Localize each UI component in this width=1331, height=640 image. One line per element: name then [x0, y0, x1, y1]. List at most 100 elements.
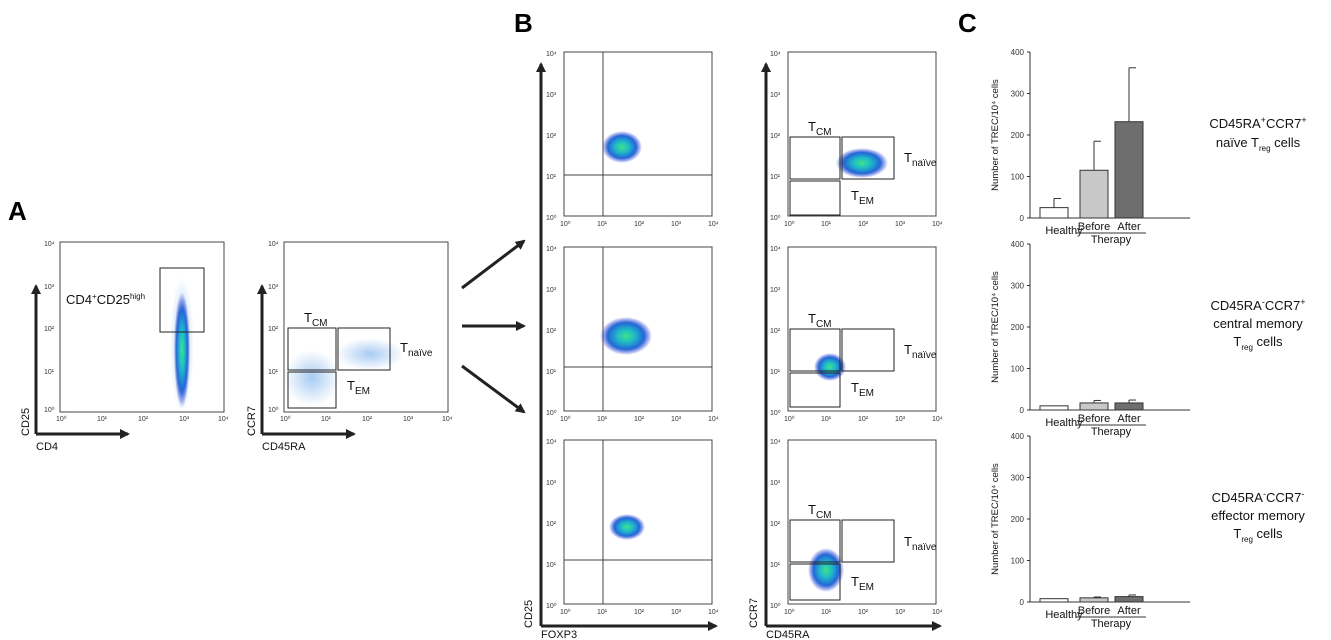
tick-label: 10³: [770, 92, 781, 99]
tick-label: 10⁴: [44, 241, 55, 248]
panel-a: CD4+CD25high 10⁴ 10³ 10² 10¹ 10⁰ 10⁰ 10¹…: [20, 241, 524, 453]
category-label-after: After: [1117, 605, 1141, 617]
tick-label: 10⁰: [770, 214, 781, 222]
group-label-therapy: Therapy: [1091, 426, 1132, 438]
population-scatter: [284, 350, 340, 406]
y-axis-label: Number of TREC/10⁴ cells: [990, 463, 1001, 575]
y-tick-label: 0: [1020, 406, 1025, 415]
tick-label: 10¹: [597, 416, 608, 423]
tick-label: 10¹: [770, 369, 781, 376]
y-tick-label: 300: [1011, 474, 1025, 483]
tick-label: 10³: [403, 416, 414, 423]
y-tick-label: 200: [1011, 131, 1025, 140]
tick-label: 10⁴: [442, 416, 453, 423]
y-tick-label: 100: [1011, 557, 1025, 566]
y-axis-label: CD25: [20, 408, 32, 436]
population-cluster: [808, 548, 844, 592]
x-ticks: 10⁰ 10¹ 10² 10³ 10⁴: [280, 415, 453, 423]
tick-label: 10¹: [97, 416, 108, 423]
y-tick-label: 0: [1020, 214, 1025, 223]
tick-label: 10²: [268, 326, 279, 333]
category-label-before: Before: [1078, 605, 1110, 617]
panel-letter-c: C: [958, 8, 977, 38]
tick-label: 10⁰: [784, 220, 795, 228]
tick-label: 10²: [138, 416, 149, 423]
tick-label: 10³: [895, 416, 906, 423]
group-label-therapy: Therapy: [1091, 618, 1132, 630]
tick-label: 10⁴: [932, 416, 943, 423]
row-label-effector-memory: Treg cells: [1233, 526, 1283, 544]
tick-label: 10⁰: [784, 608, 795, 616]
trec-bar-chart: 0 100 200 300 400 Number of TREC/10⁴ cells Hea…: [990, 432, 1190, 630]
tick-label: 10¹: [821, 221, 832, 228]
group-label-therapy: Therapy: [1091, 234, 1132, 246]
flow-plot-cd45ra-ccr7-naive: TCM Tnaïve TEM: [788, 52, 937, 216]
tick-label: 10¹: [821, 609, 832, 616]
tick-label: 10⁴: [546, 439, 557, 446]
y-ticks: 10⁴ 10³ 10² 10¹ 10⁰: [268, 241, 279, 414]
x-axis-label: CD45RA: [766, 629, 810, 640]
tick-label: 10⁰: [770, 409, 781, 417]
flow-plot-cd45ra-ccr7-central: TCM Tnaïve TEM: [788, 247, 937, 411]
tick-label: 10³: [895, 609, 906, 616]
x-axis-label: CD4: [36, 441, 58, 453]
tick-label: 10⁰: [546, 602, 557, 610]
flow-plot-foxp3-cd25-effector: [564, 440, 712, 604]
tick-label: 10³: [546, 480, 557, 487]
tick-label: 10¹: [546, 369, 557, 376]
flow-plot-cd45ra-ccr7-effector: TCM Tnaïve TEM: [788, 440, 937, 604]
tick-label: 10⁴: [932, 221, 943, 228]
row-label-central-memory: central memory: [1213, 316, 1303, 331]
tick-label: 10⁰: [44, 406, 55, 414]
tick-label: 10⁴: [708, 416, 719, 423]
bar-before: [1080, 598, 1108, 602]
tick-label: 10⁰: [560, 608, 571, 616]
flow-plot-cd4-cd25: CD4+CD25high 10⁴ 10³ 10² 10¹ 10⁰ 10⁰ 10¹…: [20, 241, 229, 453]
tick-label: 10³: [268, 284, 279, 291]
tick-label: 10²: [770, 133, 781, 140]
tick-label: 10¹: [546, 562, 557, 569]
bar-before: [1080, 170, 1108, 218]
tick-label: 10³: [179, 416, 190, 423]
panel-b: 10⁴ 10⁰ 10³ 10¹ 10² 10² 10¹ 10³ 10⁰ 10⁴ 10⁴ 10⁰ 10³ 1…: [523, 51, 943, 640]
category-label-before: Before: [1078, 413, 1110, 425]
tick-label: 10⁴: [708, 221, 719, 228]
flow-plot-foxp3-cd25-naive: [564, 52, 712, 216]
tick-label: 10³: [895, 221, 906, 228]
panel-c: 0 100 200 300 400 Number of TREC/10⁴ cells Hea…: [990, 48, 1190, 630]
tick-label: 10⁴: [770, 439, 781, 446]
plot-frame: [564, 52, 712, 216]
tick-label: 10³: [671, 609, 682, 616]
tick-label: 10²: [858, 609, 869, 616]
tick-label: 10²: [770, 328, 781, 335]
population-cluster: [174, 292, 190, 408]
tick-label: 10²: [44, 326, 55, 333]
tick-label: 10¹: [268, 369, 279, 376]
tick-label: 10³: [671, 416, 682, 423]
tick-label: 10⁰: [560, 220, 571, 228]
flow-plot-foxp3-cd25-central: [564, 247, 712, 411]
tick-label: 10²: [634, 609, 645, 616]
tick-label: 10⁰: [560, 415, 571, 423]
x-axis-label: FOXP3: [541, 629, 577, 640]
bar-after: [1115, 403, 1143, 410]
tick-label: 10¹: [770, 562, 781, 569]
x-ticks: 10⁰ 10¹ 10² 10³ 10⁴: [56, 415, 229, 423]
y-tick-label: 100: [1011, 365, 1025, 374]
y-axis-label: Number of TREC/10⁴ cells: [990, 79, 1001, 191]
category-label-after: After: [1117, 413, 1141, 425]
tick-label: 10⁰: [280, 415, 291, 423]
tick-label: 10¹: [597, 609, 608, 616]
row-label-effector-memory: effector memory: [1211, 508, 1305, 523]
tick-label: 10²: [546, 521, 557, 528]
tick-label: 10⁴: [770, 51, 781, 58]
bar-before: [1080, 403, 1108, 410]
tick-label: 10³: [770, 480, 781, 487]
population-cluster: [602, 131, 642, 163]
bar-healthy: [1040, 208, 1068, 218]
tick-label: 10¹: [770, 174, 781, 181]
category-label-after: After: [1117, 221, 1141, 233]
tick-label: 10⁴: [932, 609, 943, 616]
tick-label: 10²: [362, 416, 373, 423]
y-tick-label: 200: [1011, 323, 1025, 332]
